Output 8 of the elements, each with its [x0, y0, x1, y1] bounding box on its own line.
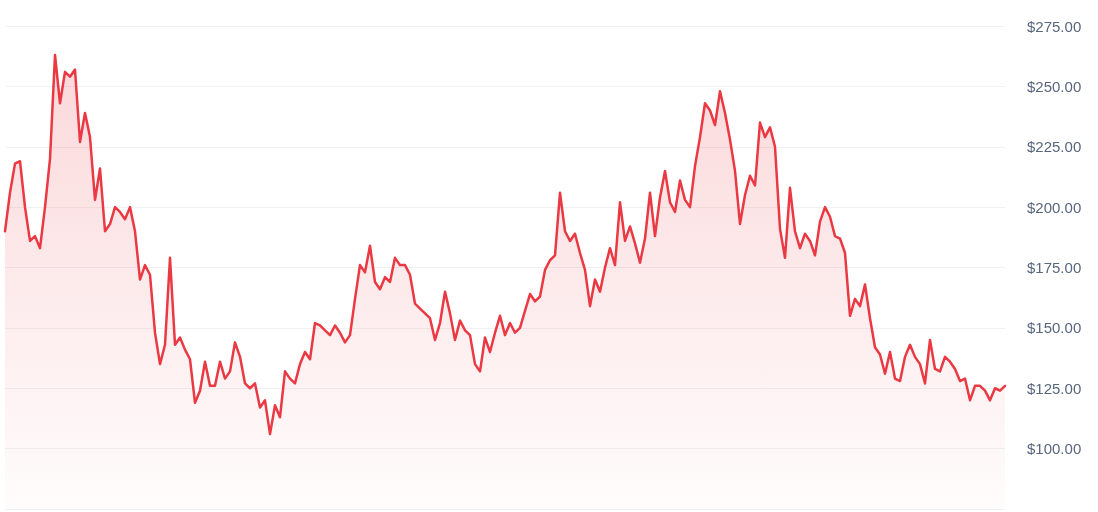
y-tick-label: $125.00 [1027, 379, 1082, 397]
y-tick-label: $175.00 [1027, 259, 1082, 276]
y-tick-label: $100.00 [1027, 440, 1082, 458]
y-tick-label: $150.00 [1027, 319, 1082, 337]
y-tick-label: $200.00 [1027, 198, 1082, 216]
y-tick-label: $275.00 [1027, 17, 1082, 35]
y-tick-label: $225.00 [1027, 138, 1082, 156]
y-tick-label: $250.00 [1027, 77, 1082, 95]
